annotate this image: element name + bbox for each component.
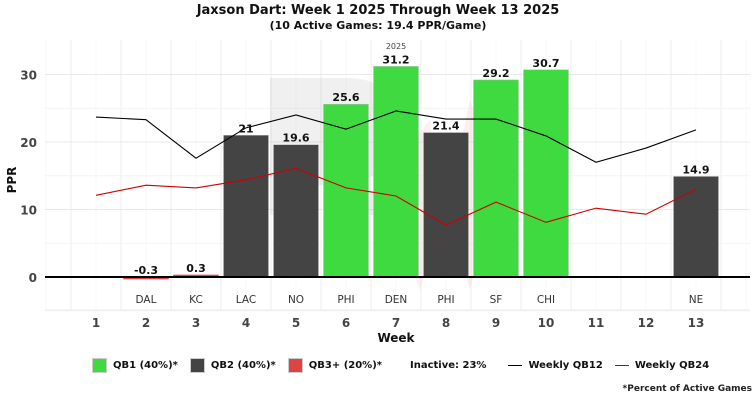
bar-value-label: 19.6: [282, 132, 309, 145]
y-tick-label: 20: [20, 136, 37, 150]
bar-week-7: [373, 66, 419, 278]
x-tick-label: 10: [538, 316, 555, 330]
y-axis-label: PPR: [5, 167, 19, 194]
x-tick-label: 6: [342, 316, 350, 330]
opponent-label: DAL: [136, 294, 157, 306]
legend: QB1 (40%)* QB2 (40%)* QB3+ (20%)* Inacti…: [92, 358, 721, 373]
season-label: 2025: [386, 42, 406, 51]
chart-title: Jaxson Dart: Week 1 2025 Through Week 13…: [196, 3, 560, 18]
legend-item-qb2: QB2 (40%)*: [189, 358, 276, 373]
x-tick-label: 1: [92, 316, 100, 330]
x-tick-label: 5: [292, 316, 300, 330]
opponent-label: PHI: [337, 294, 354, 306]
x-tick-label: 2: [142, 316, 150, 330]
bar-week-9: [473, 79, 519, 278]
legend-item-qb24-line: Weekly QB24: [614, 360, 710, 371]
opponent-label: SF: [490, 294, 503, 306]
bar-value-label: 21: [238, 122, 253, 135]
opponent-label: CHI: [537, 294, 555, 306]
legend-line-qb24: [614, 365, 629, 366]
legend-swatch-qb1: [92, 358, 107, 373]
bar-value-label: 30.7: [532, 57, 559, 70]
y-tick-label: 10: [20, 204, 37, 218]
opponent-label: LAC: [236, 294, 256, 306]
bar-week-8: [423, 132, 469, 278]
x-tick-label: 11: [588, 316, 605, 330]
bar-value-label: 31.2: [382, 53, 409, 66]
legend-swatch-qb3: [287, 358, 303, 373]
legend-item-qb1: QB1 (40%)*: [92, 358, 178, 373]
bar-value-label: 29.2: [482, 67, 509, 80]
x-tick-label: 9: [492, 316, 500, 330]
x-tick-label: 7: [392, 316, 400, 330]
x-axis-label: Week: [377, 331, 415, 345]
opponent-label: NE: [689, 294, 704, 306]
bar-week-4: [223, 135, 269, 278]
x-tick-label: 3: [192, 316, 200, 330]
chart-subtitle: (10 Active Games: 19.4 PPR/Game): [269, 19, 487, 32]
y-tick-label: 0: [29, 271, 37, 285]
legend-label-qb1: QB1 (40%)*: [113, 360, 178, 371]
bar-week-10: [523, 69, 569, 278]
y-tick-label: 30: [20, 69, 37, 83]
bar-week-13: [673, 176, 719, 278]
x-tick-label: 8: [442, 316, 450, 330]
bar-value-label: 21.4: [432, 120, 459, 133]
legend-label-qb12: Weekly QB12: [528, 360, 603, 371]
legend-label-qb24: Weekly QB24: [634, 360, 710, 371]
legend-label-qb2: QB2 (40%)*: [210, 360, 276, 371]
bar-week-5: [273, 144, 319, 278]
legend-item-qb3: QB3+ (20%)*: [287, 358, 382, 373]
legend-inactive: Inactive: 23%: [410, 360, 487, 371]
opponent-label: KC: [189, 294, 203, 306]
opponent-label: DEN: [385, 294, 408, 306]
opponent-label: PHI: [437, 294, 454, 306]
bar-value-label: 0.3: [186, 262, 206, 275]
x-tick-label: 12: [638, 316, 655, 330]
bar-value-label: 25.6: [332, 91, 359, 104]
footnote: *Percent of Active Games: [622, 384, 752, 394]
bar-value-label: 14.9: [682, 163, 709, 176]
legend-label-qb3: QB3+ (20%)*: [308, 360, 382, 371]
legend-line-qb12: [508, 365, 523, 366]
legend-swatch-qb2: [189, 358, 205, 373]
opponent-label: NO: [288, 294, 304, 306]
legend-item-qb12-line: Weekly QB12: [508, 360, 603, 371]
bar-value-label: -0.3: [134, 264, 158, 277]
x-tick-label: 13: [688, 316, 705, 330]
x-tick-label: 4: [242, 316, 250, 330]
